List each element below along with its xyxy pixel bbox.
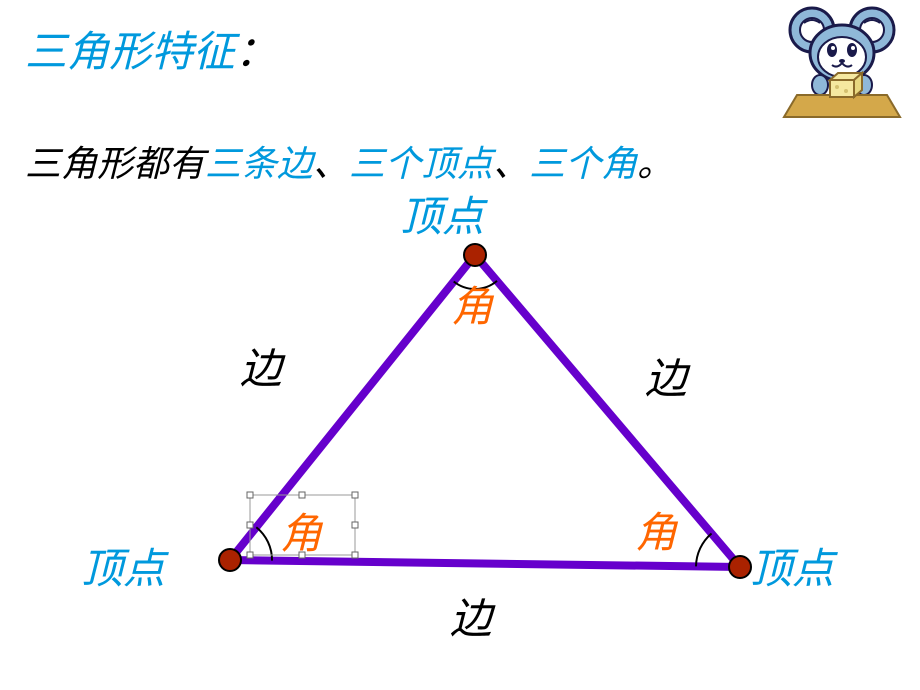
vertex-label-left: 顶点 <box>81 535 165 596</box>
side-label-bottom: 边 <box>450 585 492 646</box>
triangle-side-right <box>475 255 740 567</box>
mascot-icon <box>782 5 902 120</box>
subtitle-prefix: 三角形都有 <box>25 144 205 184</box>
subtitle: 三角形都有三条边、三个顶点、三个角。 <box>25 135 673 187</box>
subtitle-suffix: 。 <box>637 144 673 184</box>
subtitle-part2: 三个顶点 <box>349 144 493 184</box>
angle-label-top: 角 <box>451 273 493 334</box>
page-title: 三角形特征： <box>25 18 277 79</box>
triangle-side-bottom <box>230 560 740 567</box>
subtitle-part1: 三条边 <box>205 144 313 184</box>
side-label-left: 边 <box>240 335 282 396</box>
vertex-left <box>219 549 241 571</box>
vertex-top <box>464 244 486 266</box>
vertex-label-top: 顶点 <box>400 183 484 244</box>
subtitle-sep1: 、 <box>313 144 349 184</box>
angle-label-right: 角 <box>635 499 677 560</box>
subtitle-part3: 三个角 <box>529 144 637 184</box>
triangle-side-left <box>230 255 475 560</box>
vertex-label-right: 顶点 <box>750 535 834 596</box>
title-text: 三角形特征 <box>25 30 235 76</box>
angle-arc-left <box>256 527 272 560</box>
side-label-right: 边 <box>645 345 687 406</box>
angle-label-left: 角 <box>280 500 322 561</box>
subtitle-sep2: 、 <box>493 144 529 184</box>
title-suffix: ： <box>235 30 277 76</box>
angle-arc-right <box>696 533 712 566</box>
triangle-diagram: 顶点 顶点 顶点 角 角 角 边 边 边 <box>95 185 815 665</box>
vertex-right <box>729 556 751 578</box>
